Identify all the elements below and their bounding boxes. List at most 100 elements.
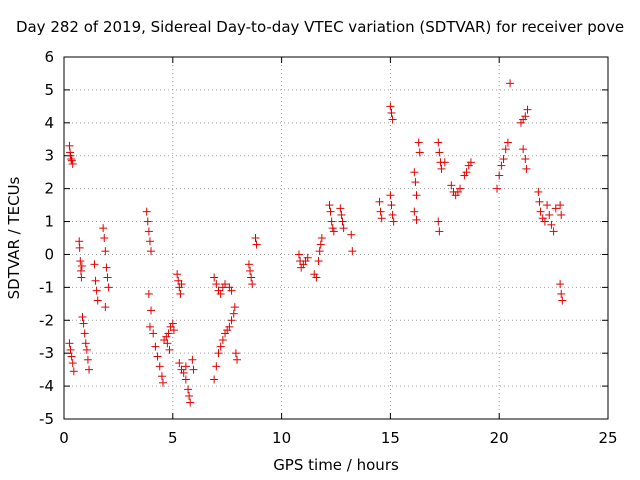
data-point — [155, 362, 164, 371]
data-point — [92, 286, 101, 295]
data-point — [414, 138, 423, 147]
data-point — [411, 178, 420, 187]
x-tick-label: 0 — [59, 429, 69, 447]
data-point — [147, 306, 156, 315]
data-point — [386, 191, 395, 200]
data-point — [227, 286, 236, 295]
data-point — [547, 220, 556, 229]
y-axis-label: SDTVAR / TECUs — [5, 176, 23, 300]
data-point — [232, 355, 241, 364]
y-tick-label: -2 — [39, 311, 54, 329]
data-point — [336, 204, 345, 213]
data-point — [412, 215, 421, 224]
data-point — [104, 283, 113, 292]
y-tick-label: -4 — [39, 377, 54, 395]
data-point — [251, 234, 260, 242]
data-point — [147, 247, 156, 256]
data-point — [536, 207, 545, 216]
data-point — [389, 217, 398, 226]
data-point — [78, 312, 87, 321]
x-axis-label: GPS time / hours — [273, 456, 399, 474]
data-point — [247, 273, 256, 282]
data-point — [328, 224, 337, 233]
data-point — [230, 303, 239, 312]
data-points — [65, 79, 567, 407]
data-point — [185, 391, 194, 400]
data-point — [447, 181, 456, 190]
data-point — [435, 148, 444, 157]
data-point — [521, 155, 530, 164]
data-point — [295, 250, 304, 259]
x-tick-label: 20 — [490, 429, 509, 447]
data-point — [540, 217, 549, 226]
data-point — [102, 263, 111, 272]
data-point — [376, 207, 385, 216]
data-point — [434, 138, 443, 147]
data-point — [99, 224, 108, 233]
data-point — [85, 365, 94, 374]
data-point — [221, 280, 230, 289]
data-point — [543, 201, 552, 210]
data-point — [466, 158, 475, 167]
data-point — [149, 329, 158, 338]
data-point — [326, 207, 335, 216]
data-point — [67, 155, 76, 164]
data-point — [159, 378, 168, 387]
data-point — [231, 349, 240, 358]
data-point — [387, 108, 396, 117]
data-point — [93, 296, 102, 305]
data-point — [175, 359, 184, 368]
y-tick-label: 1 — [44, 213, 54, 231]
data-point — [337, 210, 346, 219]
data-point — [435, 227, 444, 236]
data-point — [176, 289, 185, 298]
data-point — [168, 319, 177, 328]
x-tick-label: 5 — [168, 429, 178, 447]
data-point — [212, 280, 221, 289]
data-point — [437, 164, 446, 173]
data-point — [169, 326, 178, 335]
data-point — [317, 234, 326, 242]
data-point — [83, 355, 92, 364]
data-point — [348, 247, 357, 256]
data-point — [186, 398, 195, 407]
data-point — [557, 210, 566, 219]
data-point — [214, 349, 223, 358]
data-point — [434, 217, 443, 226]
data-point — [412, 191, 421, 200]
data-point — [145, 237, 154, 246]
data-point — [157, 372, 166, 381]
data-point — [101, 303, 110, 312]
data-point — [388, 115, 397, 124]
data-point — [440, 158, 449, 167]
data-point — [229, 309, 238, 318]
data-point — [77, 261, 86, 270]
data-point — [314, 257, 323, 266]
data-point — [212, 362, 221, 371]
data-point — [177, 280, 186, 289]
chart-title: Day 282 of 2019, Sidereal Day-to-day VTE… — [15, 18, 625, 36]
data-point — [415, 148, 424, 157]
data-point — [246, 266, 255, 275]
data-point — [327, 217, 336, 226]
data-point — [100, 234, 109, 242]
data-point — [66, 151, 75, 160]
data-point — [179, 368, 188, 377]
data-point — [493, 184, 502, 193]
data-point — [495, 171, 504, 180]
x-tick-label: 25 — [598, 429, 617, 447]
data-point — [347, 230, 356, 239]
data-point — [312, 273, 321, 282]
data-point — [316, 240, 325, 249]
data-point — [76, 257, 85, 266]
data-point — [227, 316, 236, 325]
data-point — [551, 204, 560, 213]
data-point — [556, 201, 565, 210]
data-point — [173, 270, 182, 279]
data-point — [506, 79, 515, 88]
data-point — [143, 217, 152, 226]
data-point — [216, 342, 225, 351]
data-point — [535, 197, 544, 206]
x-tick-label: 10 — [272, 429, 291, 447]
data-point — [151, 342, 160, 351]
